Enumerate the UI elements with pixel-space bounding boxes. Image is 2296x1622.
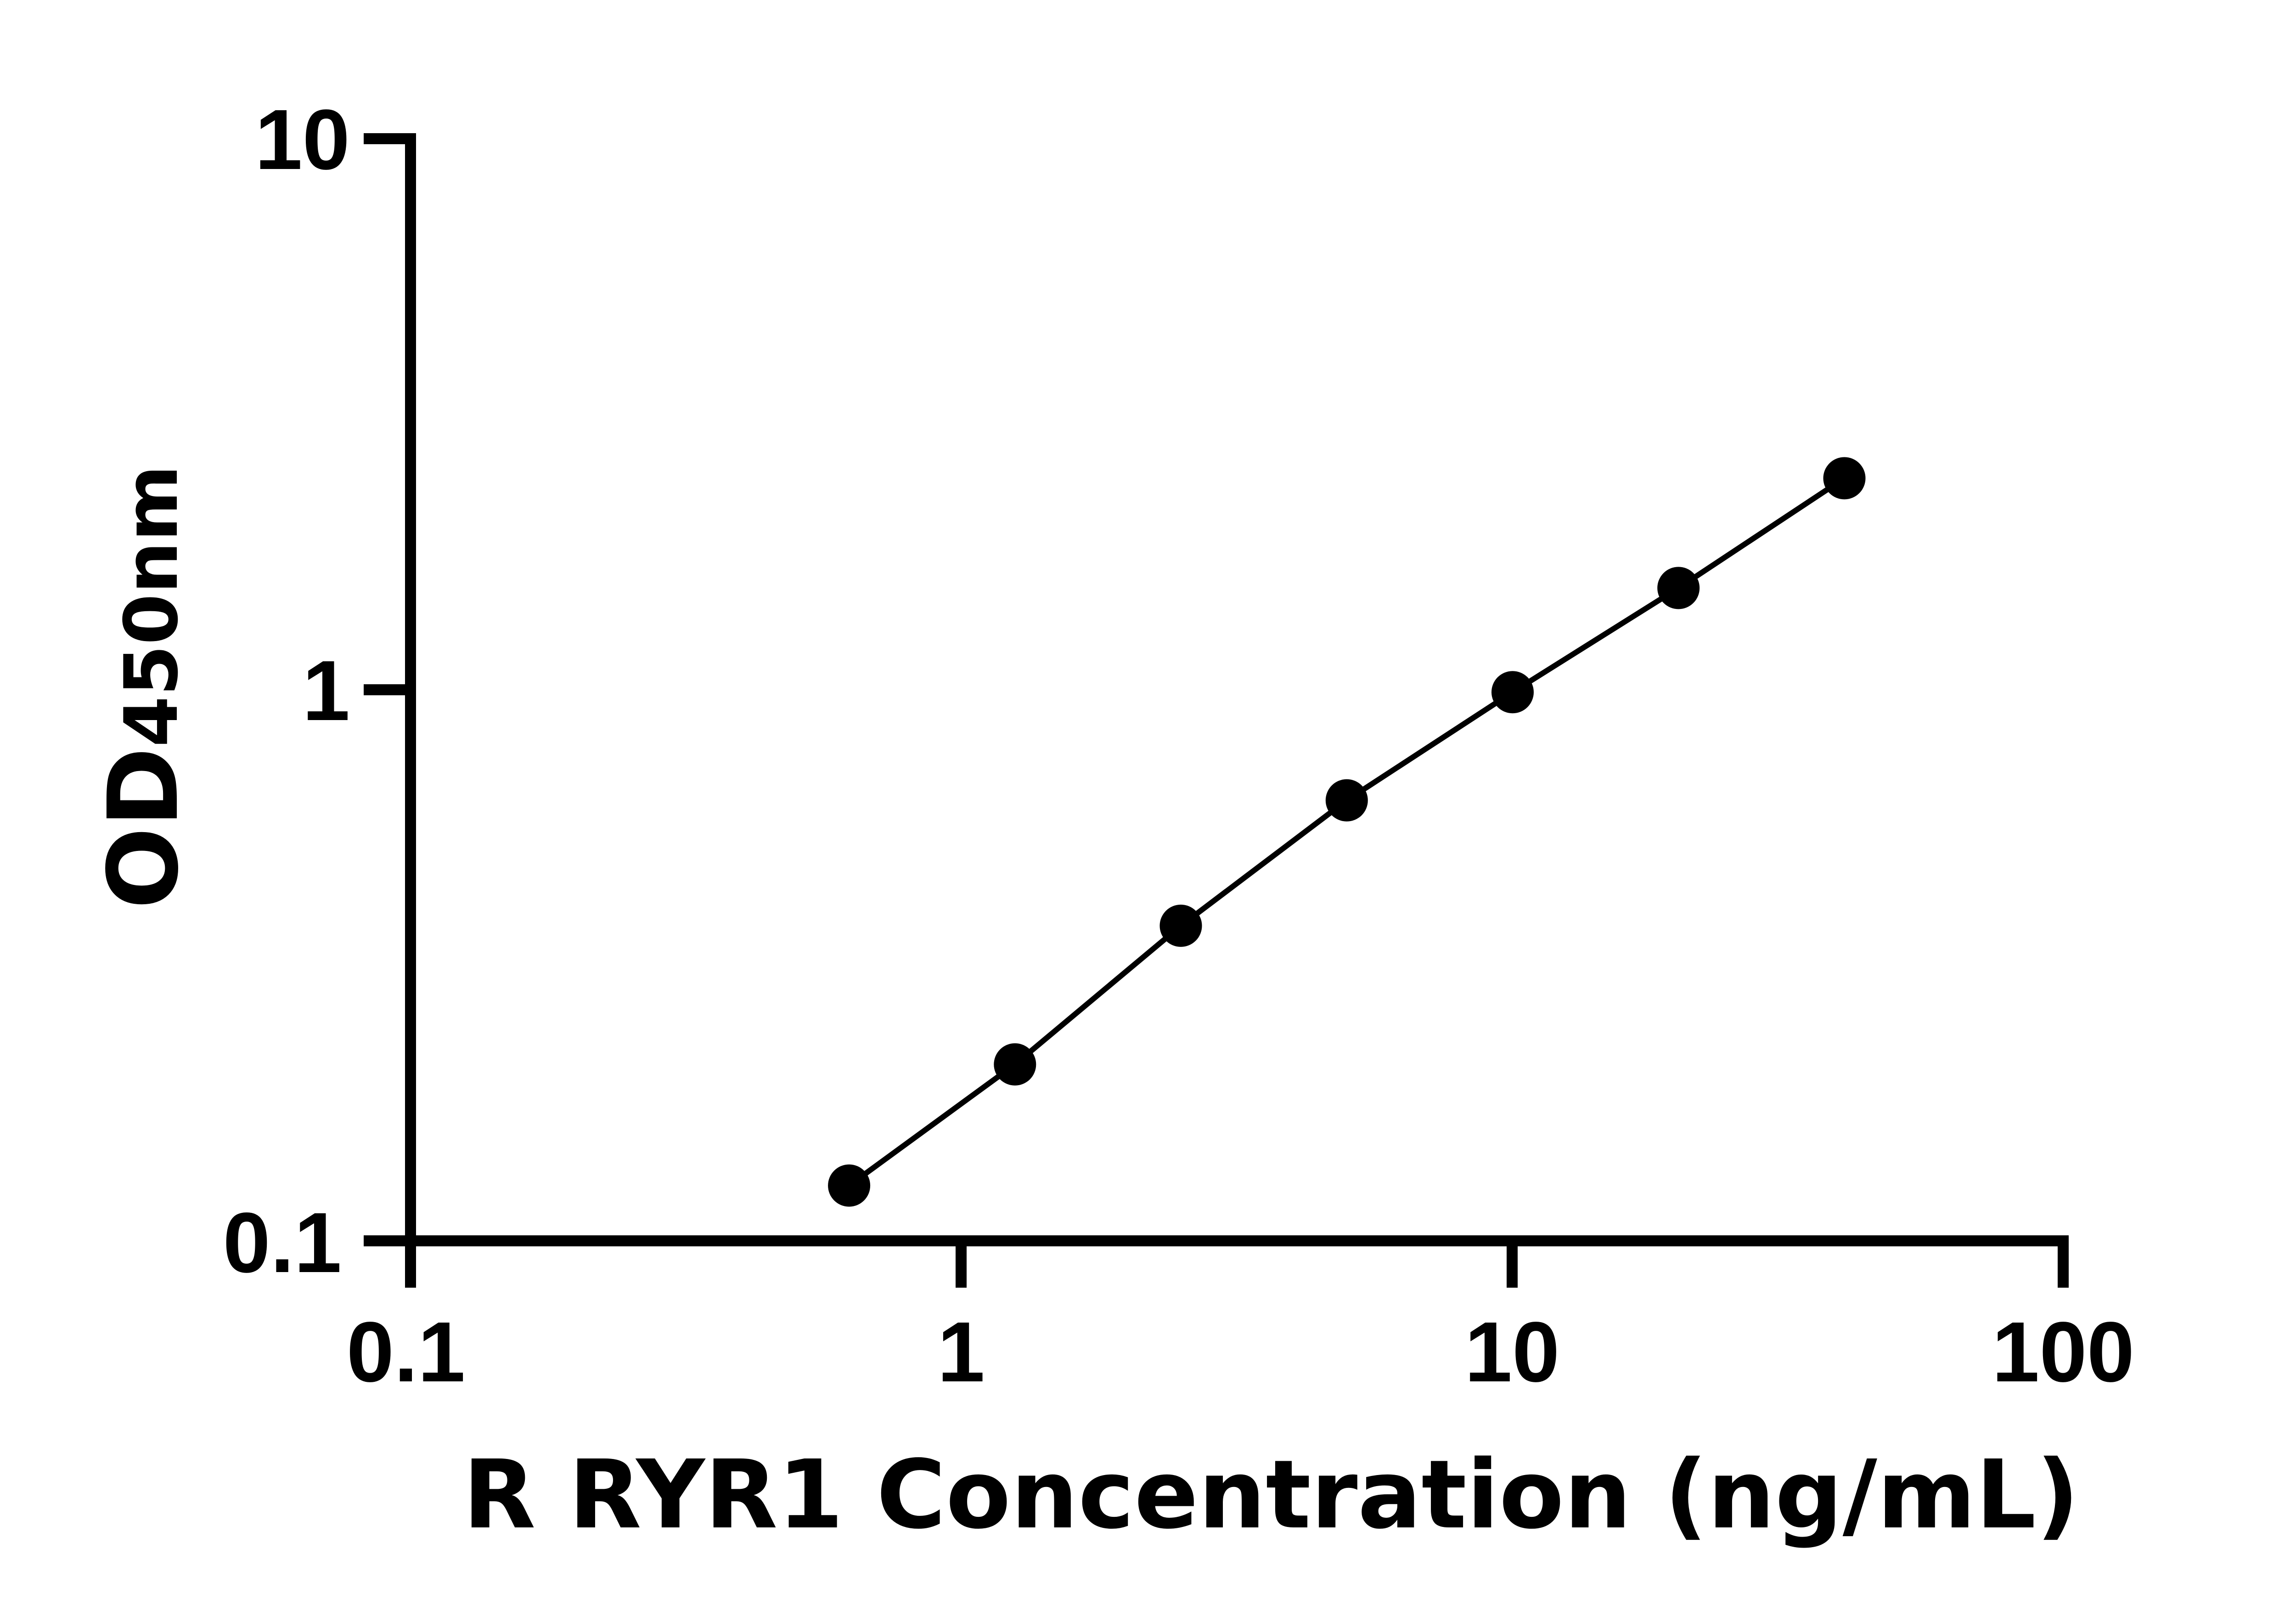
data-markers (828, 457, 1866, 1207)
y-axis-title-sub: 450nm (108, 465, 194, 747)
x-tick-label: 1 (937, 1305, 985, 1400)
x-axis-title: R RYR1 Concentration (ng/mL) (463, 1440, 2079, 1550)
y-axis-title: OD450nm (87, 465, 200, 909)
x-axis: 0.1 1 10 100 (347, 1235, 2134, 1400)
data-point (828, 1164, 871, 1207)
data-point (1823, 457, 1866, 500)
data-point (994, 1043, 1036, 1086)
x-tick-label: 100 (1992, 1305, 2134, 1400)
y-tick-label: 10 (255, 92, 350, 187)
x-tick-label: 10 (1465, 1305, 1560, 1400)
data-point (1325, 779, 1368, 822)
x-tick-label: 0.1 (347, 1305, 466, 1400)
y-tick-label: 0.1 (223, 1195, 342, 1290)
data-point (1159, 904, 1202, 947)
y-axis: 10 1 0.1 (223, 92, 416, 1290)
data-point (1491, 671, 1534, 714)
y-axis-title-main: OD (87, 747, 200, 909)
data-point (1657, 567, 1700, 609)
data-series (828, 457, 1866, 1207)
y-tick-label: 1 (303, 643, 350, 738)
